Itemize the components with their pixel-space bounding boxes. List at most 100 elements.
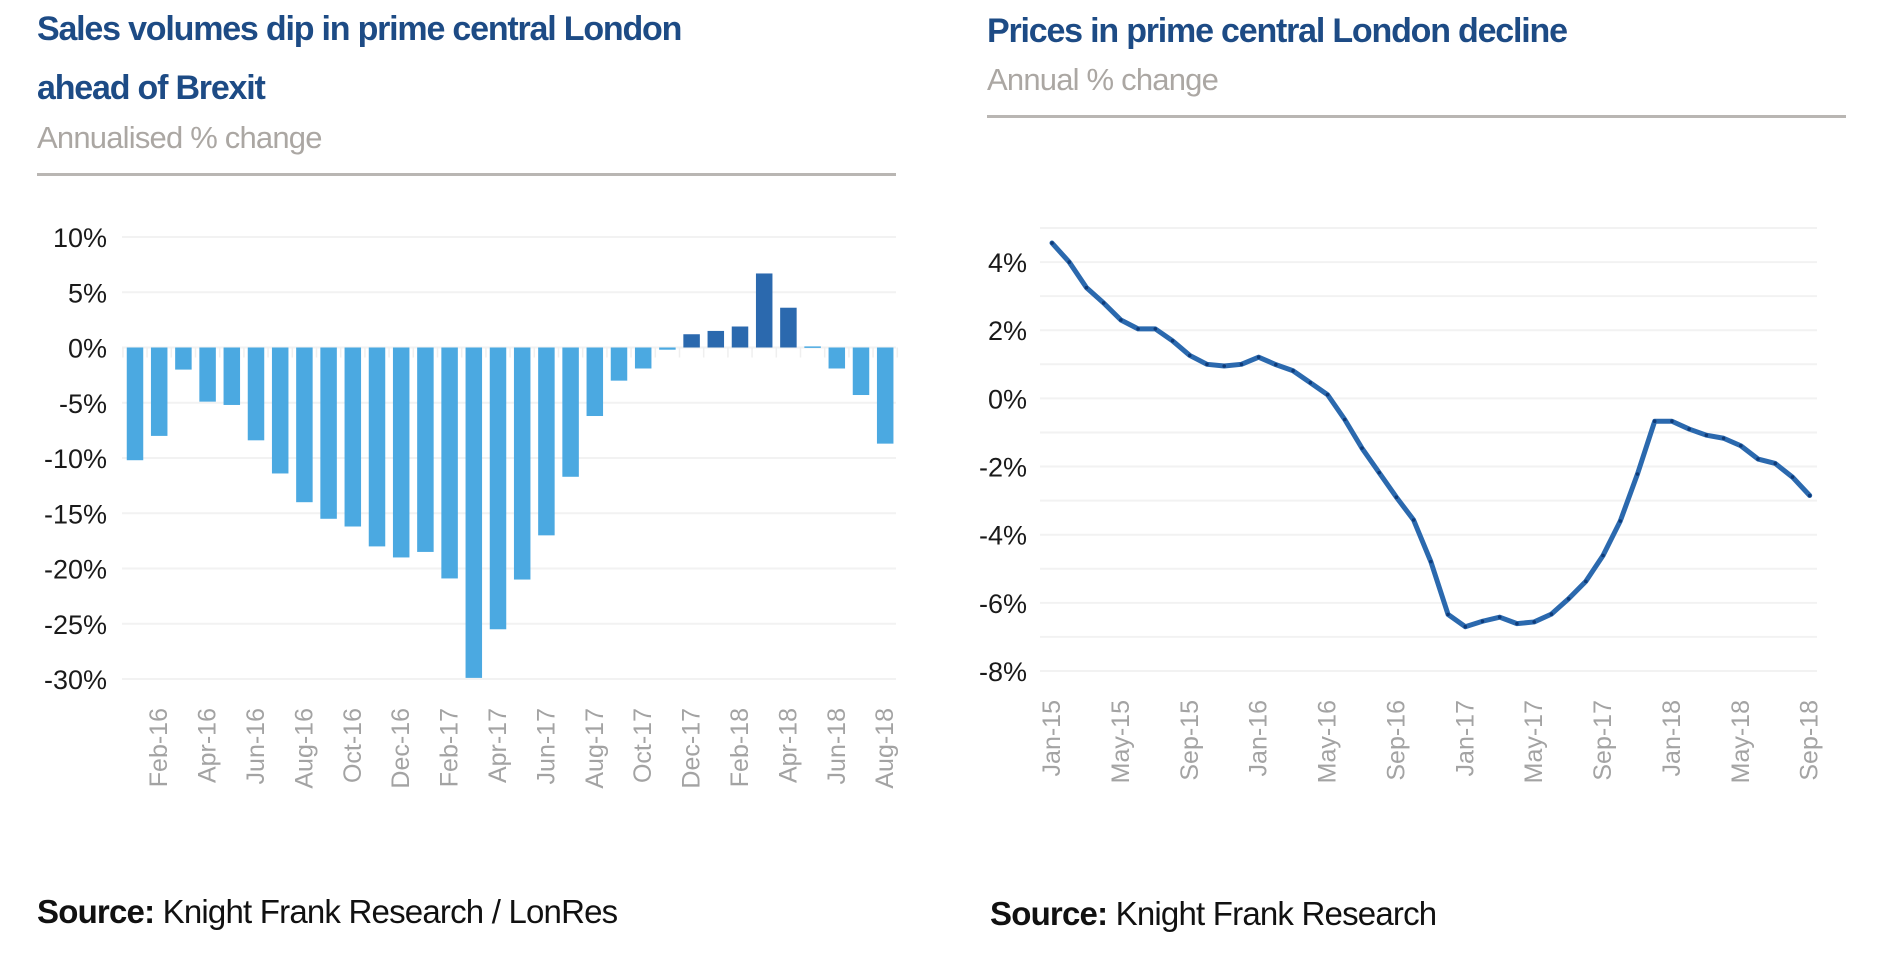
prices-chart-series (1049, 240, 1813, 630)
sales-chart-x-axis: Feb-16 Apr-16 Jun-16 Aug-16 Oct-16 Dec-16 Feb-… (145, 708, 899, 789)
bar (247, 347, 265, 441)
y-tick-label: -6% (979, 589, 1027, 619)
bar (804, 346, 821, 348)
bar (780, 307, 797, 348)
bar (175, 347, 192, 370)
y-tick-label: -2% (979, 453, 1027, 483)
x-tick-label: Jan-15 (1038, 700, 1066, 776)
data-point (1429, 559, 1433, 564)
data-point (1291, 368, 1295, 373)
x-tick-label: Sep-18 (1796, 700, 1824, 781)
y-tick-label: -15% (44, 499, 107, 529)
data-point (1601, 553, 1605, 558)
y-tick-label: -4% (979, 521, 1027, 551)
sales-chart-subtitle: Annualised % change (37, 120, 323, 155)
bar (610, 347, 628, 381)
prices-chart-subtitle: Annual % change (987, 62, 1219, 97)
sales-chart-title-line-2: ahead of Brexit (37, 69, 266, 107)
data-point (1325, 392, 1330, 397)
bar (659, 347, 676, 350)
x-tick-label: May-18 (1727, 700, 1755, 783)
x-tick-label: May-16 (1314, 700, 1342, 783)
sales-chart-gridlines (122, 236, 899, 680)
x-tick-label: Aug-16 (290, 708, 318, 789)
bar (126, 347, 144, 461)
x-tick-label: Apr-16 (194, 708, 222, 783)
sales-chart-bars (126, 273, 894, 678)
data-point (1411, 518, 1416, 522)
x-tick-label: Dec-17 (678, 708, 706, 789)
bar (368, 347, 386, 547)
data-point (1308, 380, 1313, 385)
x-tick-label: Dec-16 (387, 708, 415, 789)
x-tick-label: Feb-18 (726, 708, 754, 787)
data-point (1635, 472, 1640, 476)
bar (876, 347, 894, 444)
y-tick-label: 10% (53, 223, 107, 253)
y-tick-label: -25% (44, 610, 107, 640)
bar (828, 347, 846, 369)
prices-chart-source: Source: Knight Frank Research (990, 895, 1438, 933)
bar (417, 347, 434, 552)
data-point (1704, 433, 1709, 437)
x-tick-label: Jun-18 (823, 708, 851, 784)
y-tick-label: 5% (68, 278, 107, 308)
data-point (1515, 621, 1519, 626)
bar (562, 347, 579, 477)
bar (731, 326, 749, 348)
data-point (1394, 495, 1399, 500)
bar (707, 330, 725, 348)
data-point (1153, 327, 1158, 331)
data-point (1342, 417, 1347, 422)
data-point (1807, 493, 1812, 498)
bar (320, 347, 337, 519)
y-tick-label: -20% (44, 555, 107, 585)
data-point (1360, 446, 1364, 450)
source-label: Source: (990, 895, 1108, 932)
bar (199, 347, 216, 402)
x-tick-label: Oct-16 (339, 708, 367, 783)
sales-chart-source: Source: Knight Frank Research / LonRes (37, 893, 618, 931)
y-tick-label: -30% (44, 665, 107, 695)
x-tick-label: Aug-17 (581, 708, 609, 789)
y-tick-label: 4% (988, 248, 1027, 278)
data-point (1687, 427, 1691, 431)
data-point (1222, 364, 1226, 368)
data-point (1446, 612, 1450, 617)
y-tick-label: 0% (988, 384, 1027, 414)
x-tick-label: Aug-18 (871, 708, 899, 789)
data-point (1067, 260, 1072, 264)
x-tick-label: Jan-17 (1451, 700, 1479, 776)
x-tick-label: May-17 (1520, 700, 1548, 783)
y-tick-label: 0% (68, 334, 107, 364)
data-point (1739, 443, 1743, 448)
data-point (1050, 241, 1054, 245)
data-point (1101, 301, 1106, 305)
y-tick-label: -5% (59, 389, 107, 419)
prices-chart-x-axis: Jan-15 May-15 Sep-15 Jan-16 May-16 Sep-16 Jan-… (1038, 700, 1824, 783)
data-point (1084, 285, 1089, 290)
bar (392, 347, 410, 558)
bar (489, 347, 507, 630)
y-tick-label: -8% (979, 657, 1027, 687)
data-point (1480, 619, 1485, 624)
data-point (1773, 461, 1778, 466)
sales-chart-title-line-1: Sales volumes dip in prime central Londo… (37, 10, 682, 48)
data-point (1721, 436, 1726, 441)
bar (538, 347, 555, 536)
prices-chart-header-rule (987, 115, 1846, 118)
sales-chart-header-rule (37, 173, 896, 176)
x-tick-label: Feb-16 (145, 708, 173, 787)
x-tick-label: Jan-16 (1245, 700, 1273, 776)
x-tick-label: Jan-18 (1658, 700, 1686, 776)
x-tick-label: Jun-16 (242, 708, 270, 784)
bar (271, 347, 289, 474)
prices-chart-y-axis: 4% 2% 0% -2% -4% -6% -8% (979, 248, 1027, 687)
data-point (1652, 419, 1657, 424)
source-text: Knight Frank Research (1115, 895, 1438, 932)
data-point (1566, 596, 1571, 601)
data-point (1136, 327, 1140, 331)
bar (755, 273, 773, 348)
bar (465, 347, 483, 678)
